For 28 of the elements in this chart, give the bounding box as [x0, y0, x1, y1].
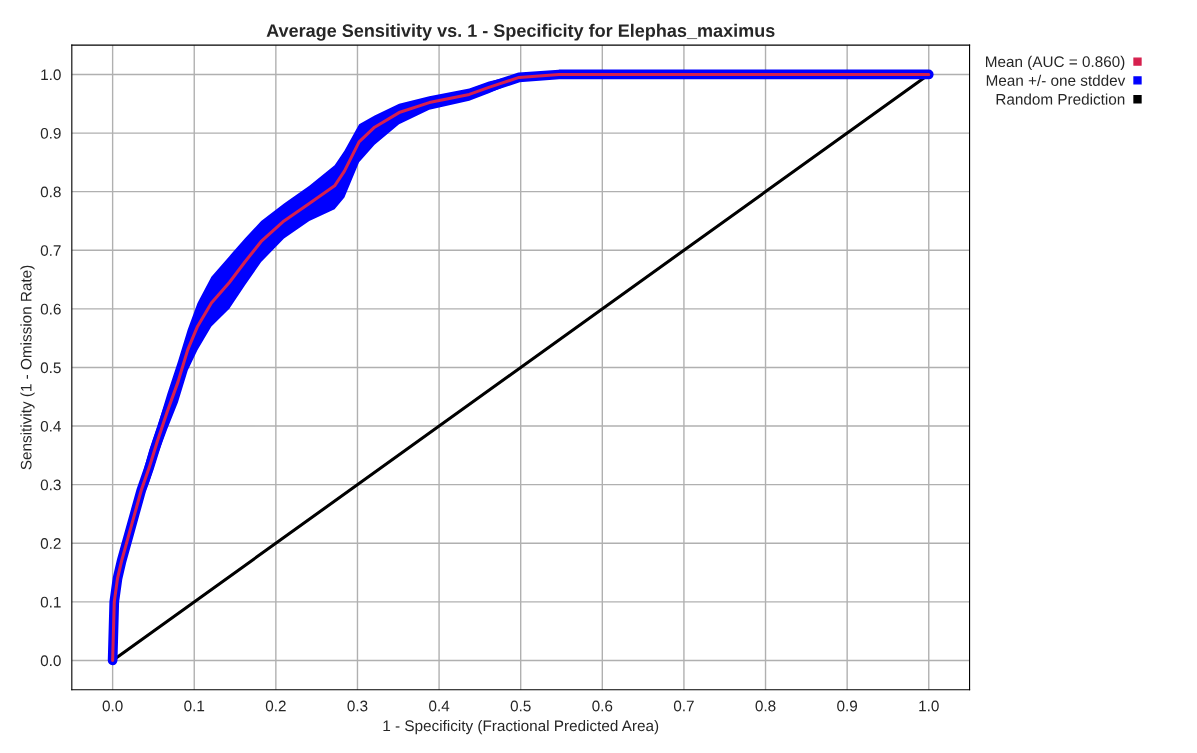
y-tick-label: 0.0 — [40, 655, 61, 667]
y-tick-label: 0.7 — [40, 245, 61, 256]
x-tick-label: 0.2 — [265, 700, 286, 712]
y-tick-label: 1.0 — [41, 69, 61, 81]
legend-label: Mean +/- one stddev — [986, 74, 1126, 86]
x-axis-title: 1 - Specificity (Fractional Predicted Area) — [383, 719, 659, 735]
y-tick-label: 0.8 — [40, 186, 61, 198]
x-tick-label: 0.4 — [429, 700, 450, 712]
x-tick-label: 0.9 — [837, 700, 858, 712]
y-tick-label: 0.3 — [40, 479, 61, 491]
x-tick-label: 0.7 — [673, 700, 694, 712]
x-tick-label: 0.0 — [102, 700, 123, 712]
chart-title: Average Sensitivity vs. 1 - Specificity for Elephas_maximus — [266, 23, 775, 41]
legend-label: Mean (AUC = 0.860) — [986, 55, 1125, 71]
legend-label: Random Prediction — [996, 93, 1125, 105]
y-tick-label: 0.4 — [40, 420, 61, 432]
x-tick-label: 0.6 — [592, 700, 613, 712]
y-tick-label: 0.2 — [40, 538, 61, 549]
y-tick-label: 0.6 — [40, 303, 61, 315]
y-tick-label: 0.1 — [40, 596, 61, 608]
x-tick-label: 0.3 — [347, 700, 368, 712]
x-tick-label: 0.8 — [755, 700, 776, 712]
x-tick-label: 1.0 — [919, 700, 939, 712]
x-tick-label: 0.1 — [184, 700, 205, 712]
x-tick-label: 0.5 — [510, 700, 531, 712]
y-axis-title: Sensitivity (1 - Omission Rate) — [20, 265, 35, 470]
y-tick-label: 0.5 — [40, 362, 61, 374]
y-tick-label: 0.9 — [40, 127, 61, 139]
